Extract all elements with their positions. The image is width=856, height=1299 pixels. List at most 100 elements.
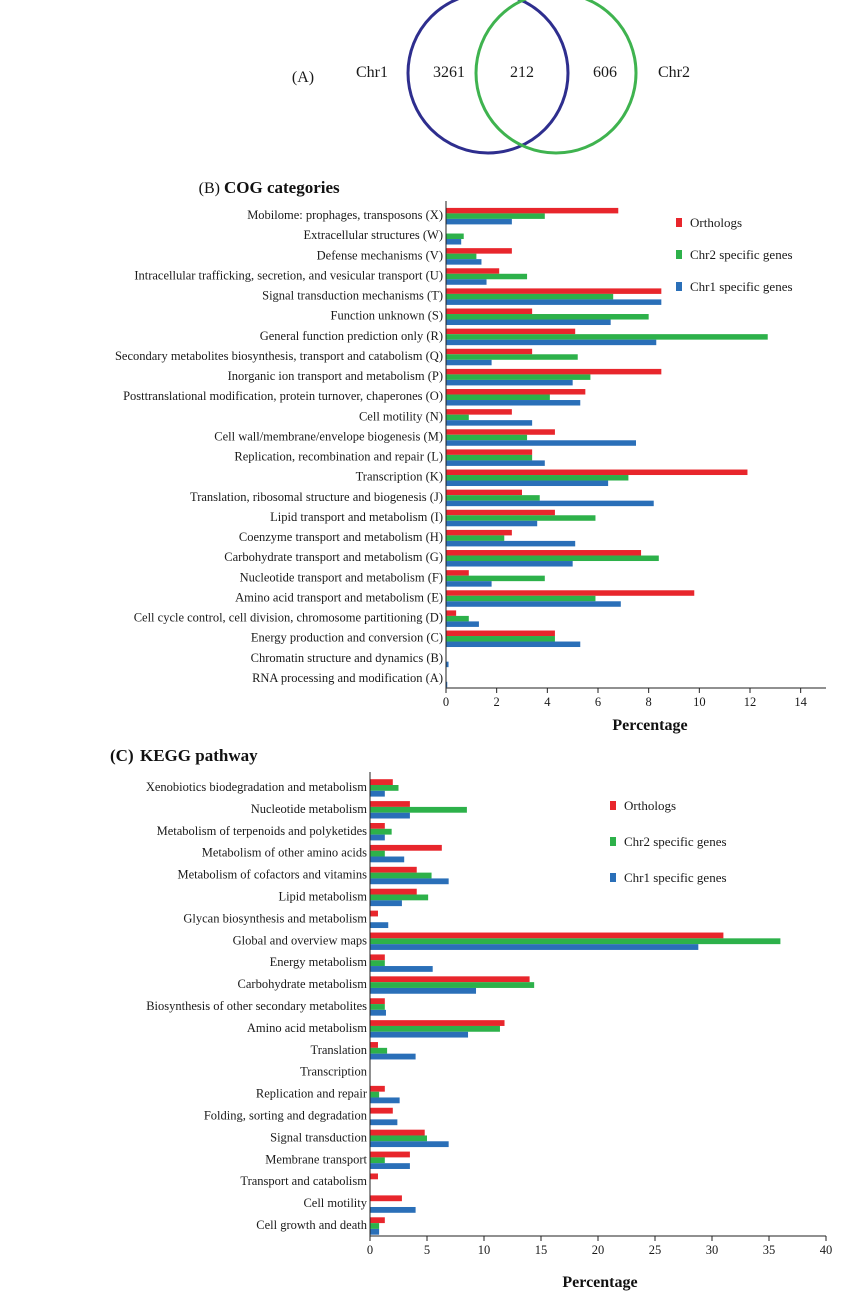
bar-chr2	[446, 636, 555, 642]
category-label: Translation, ribosomal structure and bio…	[190, 490, 443, 504]
category-label: Extracellular structures (W)	[303, 228, 443, 242]
bar-orthologs	[446, 529, 512, 536]
bar-orthologs	[370, 1151, 410, 1158]
bar-chr1	[370, 834, 385, 841]
bar-chr1	[370, 1119, 398, 1126]
legend-label-chr2: Chr2 specific genes	[624, 834, 727, 849]
bar-orthologs	[370, 1020, 505, 1026]
kegg-chart: (C) KEGG pathway Percentage Xenobiotics …	[110, 746, 832, 1291]
bar-chr2	[446, 555, 659, 562]
x-tick-label: 35	[763, 1243, 776, 1257]
x-tick-label: 8	[646, 695, 652, 709]
bar-chr1	[370, 966, 433, 972]
category-label: Coenzyme transport and metabolism (H)	[239, 530, 443, 544]
bar-orthologs	[446, 469, 748, 476]
bar-chr2	[370, 1135, 427, 1142]
bar-chr1	[446, 319, 611, 326]
bar-orthologs	[370, 1195, 402, 1202]
bar-chr1	[446, 218, 512, 225]
category-label: Intracellular trafficking, secretion, an…	[134, 268, 443, 282]
category-label: Replication and repair	[256, 1087, 368, 1101]
bar-chr2	[446, 475, 629, 481]
legend-swatch-chr2	[610, 837, 616, 846]
x-tick-label: 6	[595, 695, 601, 709]
venn-circle-chr2	[474, 0, 638, 155]
bar-orthologs	[370, 954, 385, 961]
bar-chr2	[446, 454, 533, 461]
venn-shared-count: 212	[510, 64, 534, 81]
bar-orthologs	[370, 998, 385, 1005]
bar-chr2	[446, 595, 596, 602]
bar-orthologs	[370, 910, 378, 917]
bar-orthologs	[370, 844, 442, 851]
bar-orthologs	[446, 389, 586, 395]
bar-chr1	[446, 359, 492, 366]
bar-chr1	[370, 1031, 469, 1038]
category-label: Carbohydrate metabolism	[238, 977, 368, 991]
bar-chr1	[446, 460, 545, 466]
category-label: Inorganic ion transport and metabolism (…	[228, 369, 443, 383]
bar-chr2	[446, 374, 591, 380]
bar-chr1	[446, 681, 448, 688]
category-label: Chromatin structure and dynamics (B)	[251, 651, 443, 665]
category-label: Cell cycle control, cell division, chrom…	[134, 611, 443, 625]
legend-swatch-orthologs	[676, 218, 682, 227]
x-tick-label: 12	[744, 695, 757, 709]
bar-chr1	[446, 601, 621, 607]
bar-chr1	[370, 944, 699, 950]
bar-chr1	[370, 1009, 386, 1016]
category-label: Transport and catabolism	[240, 1174, 367, 1188]
bar-chr2	[446, 354, 578, 360]
category-label: Metabolism of cofactors and vitamins	[177, 868, 367, 882]
bar-chr1	[446, 379, 573, 386]
legend-swatch-chr1	[676, 282, 682, 291]
bar-chr2	[446, 314, 649, 320]
bar-orthologs	[446, 207, 619, 214]
bar-chr2	[370, 872, 432, 879]
category-label: Carbohydrate transport and metabolism (G…	[224, 550, 443, 564]
x-tick-label: 10	[693, 695, 706, 709]
bar-chr2	[370, 1047, 388, 1054]
x-tick-label: 30	[706, 1243, 719, 1257]
bar-orthologs	[370, 1042, 378, 1048]
bar-chr1	[446, 480, 609, 487]
bar-chr2	[370, 806, 467, 813]
legend-label-orthologs: Orthologs	[690, 215, 742, 230]
bar-chr2	[446, 535, 505, 541]
category-label: Energy production and conversion (C)	[251, 631, 443, 645]
bar-orthologs	[370, 932, 724, 939]
legend-label-chr1: Chr1 specific genes	[624, 870, 727, 885]
category-label: Defense mechanisms (V)	[317, 248, 443, 262]
x-tick-label: 20	[592, 1243, 605, 1257]
cog-panel-label: (B)	[199, 180, 220, 197]
category-label: Biosynthesis of other secondary metaboli…	[146, 999, 367, 1013]
category-label: Translation	[311, 1043, 368, 1057]
category-label: Mobilome: prophages, transposons (X)	[247, 208, 443, 222]
bar-orthologs	[446, 268, 500, 274]
bar-chr2	[446, 253, 477, 260]
bar-orthologs	[370, 976, 530, 983]
bar-chr2	[370, 938, 781, 945]
venn-only1-count: 3261	[433, 64, 465, 81]
bar-chr1	[370, 1206, 416, 1213]
bar-chr2	[446, 213, 545, 219]
bar-chr1	[370, 1097, 400, 1104]
category-label: Glycan biosynthesis and metabolism	[183, 911, 367, 925]
category-label: Lipid metabolism	[278, 889, 367, 903]
bar-orthologs	[446, 368, 662, 375]
bar-orthologs	[370, 888, 417, 895]
bar-orthologs	[446, 308, 533, 315]
bar-chr1	[446, 440, 636, 446]
venn-only2-count: 606	[593, 64, 617, 81]
category-label: RNA processing and modification (A)	[252, 671, 443, 685]
bar-chr2	[446, 615, 469, 622]
legend-label-chr2: Chr2 specific genes	[690, 247, 793, 262]
bar-orthologs	[370, 1173, 378, 1180]
bar-orthologs	[446, 630, 555, 637]
bar-chr1	[370, 790, 385, 797]
bar-orthologs	[446, 409, 512, 415]
bar-chr1	[370, 1228, 380, 1235]
x-tick-label: 5	[424, 1243, 430, 1257]
